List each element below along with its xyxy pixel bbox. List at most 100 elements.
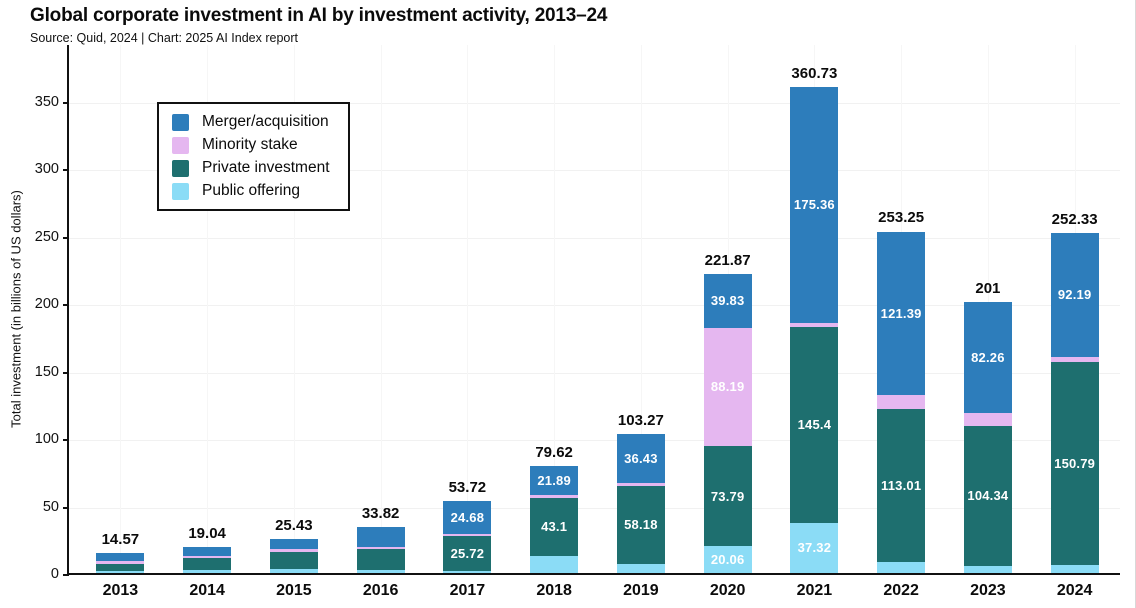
segment-value-label: 73.79: [710, 488, 745, 504]
x-tick-label: 2014: [189, 582, 225, 599]
bar-segment: 92.19: [1050, 232, 1099, 358]
y-tick-label: 0: [50, 566, 59, 582]
bar-total-label: 79.62: [535, 443, 573, 461]
bar-segment: 121.39: [877, 231, 926, 396]
segment-value-label: 39.83: [710, 293, 745, 309]
y-gridline: [69, 372, 1120, 374]
x-gridline: [293, 45, 295, 573]
bar-segment: [356, 549, 405, 570]
bar-slot-2018: 43.1 21.89 79.62 2018: [511, 45, 598, 599]
bar-segment: [616, 564, 665, 573]
bar-segment: 20.06: [703, 545, 752, 573]
plot-area: Total investment (in billions of US doll…: [9, 45, 1120, 599]
bar-segment: [269, 552, 318, 570]
bar-segment: [183, 569, 232, 573]
legend-item: Minority stake: [172, 136, 330, 154]
bar-segment: 113.01: [877, 409, 926, 562]
bar-slot-2020: 20.06 73.79 88.19 39.83 221.87 2020: [684, 45, 771, 599]
segment-value-label: 37.32: [797, 540, 832, 556]
bar-segment: [1050, 565, 1099, 573]
bar-slot-2014: 19.04 2014: [164, 45, 251, 599]
legend-item: Merger/acquisition: [172, 113, 330, 131]
legend-item: Public offering: [172, 182, 330, 200]
bar-slot-2013: 14.57 2013: [77, 45, 164, 599]
bar-segment: [356, 527, 405, 548]
segment-value-label: 20.06: [710, 551, 745, 567]
bar-segment: 39.83: [703, 273, 752, 328]
bar-segment: 43.1: [530, 497, 579, 557]
stacked-bar-2016: [356, 527, 405, 573]
y-tick-label: 350: [34, 94, 59, 110]
bar-segment: [269, 549, 318, 553]
stacked-bar-2015: [269, 538, 318, 573]
y-tick-mark: [63, 371, 69, 374]
bar-slot-2023: 104.34 82.26 201 2023: [945, 45, 1032, 599]
bar-segment: [616, 482, 665, 486]
bar-slot-2024: 150.79 92.19 252.33 2024: [1031, 45, 1118, 599]
y-tick-mark: [63, 574, 69, 576]
bar-segment: 24.68: [443, 500, 492, 534]
segment-value-label: 58.18: [624, 517, 658, 533]
x-tick-label: 2020: [709, 582, 746, 599]
y-tick-label: 300: [34, 161, 59, 178]
segment-value-label: 43.1: [541, 519, 568, 535]
legend-label: Public offering: [202, 182, 300, 199]
bar-segment: 21.89: [530, 465, 579, 496]
segment-value-label: 145.4: [797, 417, 832, 433]
stacked-bar-2014: [183, 547, 232, 573]
bar-segment: 25.72: [443, 536, 492, 571]
segment-value-label: 92.19: [1057, 287, 1092, 303]
x-tick-label: 2019: [623, 582, 659, 599]
stacked-bar-2024: 150.79 92.19: [1050, 232, 1099, 573]
bar-total-label: 103.27: [617, 411, 664, 429]
y-tick-label: 200: [34, 296, 59, 313]
y-tick-label: 100: [34, 431, 59, 448]
bar-segment: [443, 533, 492, 537]
segment-value-label: 88.19: [710, 379, 745, 395]
bar-total-label: 221.87: [704, 251, 751, 269]
bar-segment: [96, 571, 145, 573]
bar-segment: [443, 570, 492, 573]
stacked-bar-2020: 20.06 73.79 88.19 39.83: [703, 273, 752, 573]
stacked-bar-2023: 104.34 82.26: [963, 301, 1012, 573]
bar-segment: 145.4: [790, 326, 839, 523]
segment-value-label: 82.26: [971, 349, 1005, 365]
bar-total-label: 360.73: [791, 64, 838, 82]
y-gridline: [69, 237, 1120, 239]
legend-label: Private investment: [202, 159, 330, 176]
legend-swatch-icon: [172, 182, 189, 200]
x-tick-label: 2018: [536, 582, 572, 599]
chart-source-line: Source: Quid, 2024 | Chart: 2025 AI Inde…: [30, 31, 298, 45]
y-tick-mark: [63, 439, 69, 442]
segment-value-label: 21.89: [537, 472, 571, 488]
bar-segment: [96, 561, 145, 565]
bar-segment: [790, 323, 839, 327]
bar-segment: [963, 412, 1012, 426]
x-gridline: [120, 45, 122, 573]
bar-segment: [356, 569, 405, 573]
y-gridline: [69, 170, 1120, 172]
stacked-bar-2017: 25.72 24.68: [443, 500, 492, 573]
stacked-bar-2013: [96, 553, 145, 573]
bar-segment: [183, 557, 232, 570]
bar-segment: [877, 561, 926, 573]
chart-title: Global corporate investment in AI by inv…: [30, 5, 608, 26]
bar-slot-2019: 58.18 36.43 103.27 2019: [598, 45, 685, 599]
bar-segment: [963, 566, 1012, 573]
x-tick-label: 2017: [449, 582, 486, 599]
x-gridline: [380, 45, 382, 573]
bar-segment: 88.19: [703, 327, 752, 447]
bar-total-label: 253.25: [878, 209, 925, 227]
bars-layer: 14.57 2013 19.04 2014 25.43 2015 33.82 2016 25.7…: [77, 45, 1118, 599]
stacked-bar-2019: 58.18 36.43: [616, 433, 665, 573]
y-tick-label: 250: [34, 228, 59, 245]
bar-total-label: 14.57: [101, 531, 140, 549]
x-gridline: [207, 45, 209, 573]
segment-value-label: 36.43: [624, 450, 658, 466]
bar-segment: 175.36: [790, 86, 839, 324]
y-tick-mark: [63, 236, 69, 239]
segment-value-label: 25.72: [450, 545, 485, 561]
legend-label: Merger/acquisition: [202, 113, 329, 130]
x-tick-label: 2021: [796, 582, 833, 599]
bar-segment: 82.26: [963, 301, 1012, 413]
